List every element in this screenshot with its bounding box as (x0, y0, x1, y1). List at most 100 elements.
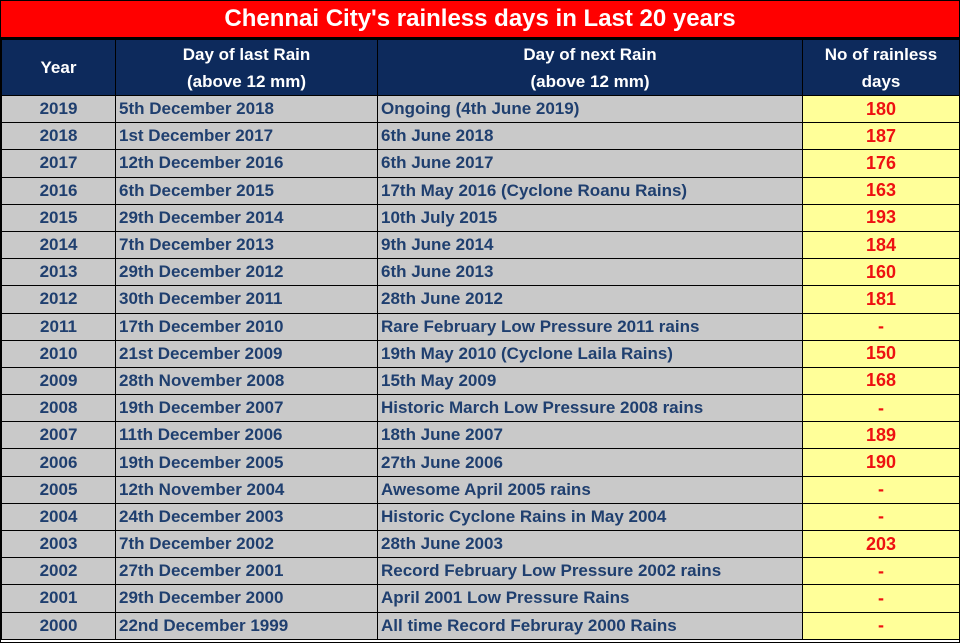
table-row: 2002 27th December 2001 Record February Lo… (1, 557, 960, 586)
header-rainless-days: No of rainless days (802, 39, 960, 96)
cell-rainless-days: 193 (802, 203, 960, 232)
cell-rainless-days: - (802, 611, 960, 640)
cell-rainless-days: - (802, 502, 960, 532)
cell-rainless-days: 181 (802, 285, 960, 314)
table-row: 2008 19th December 2007 Historic March Low… (1, 394, 960, 423)
table-body: 2019 5th December 2018 Ongoing (4th June 2… (1, 94, 960, 640)
table-row: 2013 29th December 2012 6th June 2013 160 (1, 258, 960, 287)
cell-year: 2016 (1, 176, 116, 205)
cell-next-rain: 10th July 2015 (377, 203, 803, 232)
cell-rainless-days: 168 (802, 366, 960, 396)
cell-rainless-days: - (802, 475, 960, 504)
header-next-rain: Day of next Rain (above 12 mm) (377, 39, 803, 96)
cell-year: 2009 (1, 366, 116, 396)
cell-next-rain: 17th May 2016 (Cyclone Roanu Rains) (377, 176, 803, 205)
cell-next-rain: Record February Low Pressure 2002 rains (377, 557, 803, 586)
header-year: Year (1, 39, 116, 96)
cell-rainless-days: 184 (802, 230, 960, 260)
table-row: 2007 11th December 2006 18th June 2007 189 (1, 421, 960, 450)
cell-last-rain: 7th December 2013 (115, 230, 378, 260)
sheet-title: Chennai City's rainless days in Last 20 … (1, 1, 959, 39)
cell-rainless-days: 190 (802, 448, 960, 477)
cell-last-rain: 29th December 2000 (115, 584, 378, 613)
cell-last-rain: 12th November 2004 (115, 475, 378, 504)
cell-last-rain: 19th December 2005 (115, 448, 378, 477)
cell-year: 2004 (1, 502, 116, 532)
cell-year: 2003 (1, 529, 116, 559)
cell-next-rain: 19th May 2010 (Cyclone Laila Rains) (377, 339, 803, 368)
cell-rainless-days: 176 (802, 149, 960, 178)
cell-next-rain: Historic March Low Pressure 2008 rains (377, 394, 803, 423)
cell-rainless-days: 203 (802, 529, 960, 559)
cell-last-rain: 7th December 2002 (115, 529, 378, 559)
cell-rainless-days: - (802, 394, 960, 423)
header-row: Year Day of last Rain (above 12 mm) Day … (1, 39, 960, 96)
cell-next-rain: Historic Cyclone Rains in May 2004 (377, 502, 803, 532)
cell-year: 2013 (1, 258, 116, 287)
cell-last-rain: 17th December 2010 (115, 312, 378, 341)
cell-year: 2014 (1, 230, 116, 260)
cell-next-rain: 18th June 2007 (377, 421, 803, 450)
cell-last-rain: 28th November 2008 (115, 366, 378, 396)
cell-rainless-days: - (802, 557, 960, 586)
cell-year: 2019 (1, 94, 116, 124)
header-next-rain-line2: (above 12 mm) (530, 71, 650, 91)
cell-last-rain: 5th December 2018 (115, 94, 378, 124)
cell-rainless-days: - (802, 312, 960, 341)
table-row: 2001 29th December 2000 April 2001 Low Pre… (1, 584, 960, 613)
cell-rainless-days: 187 (802, 122, 960, 151)
cell-last-rain: 24th December 2003 (115, 502, 378, 532)
cell-last-rain: 22nd December 1999 (115, 611, 378, 640)
cell-last-rain: 19th December 2007 (115, 394, 378, 423)
cell-next-rain: 6th June 2018 (377, 122, 803, 151)
cell-last-rain: 1st December 2017 (115, 122, 378, 151)
table-row: 2016 6th December 2015 17th May 2016 (Cycl… (1, 176, 960, 205)
header-last-rain-line1: Day of last Rain (182, 44, 311, 64)
cell-next-rain: 15th May 2009 (377, 366, 803, 396)
table-row: 2004 24th December 2003 Historic Cyclone R… (1, 502, 960, 532)
table-row: 2017 12th December 2016 6th June 2017 176 (1, 149, 960, 178)
cell-year: 2001 (1, 584, 116, 613)
cell-next-rain: Ongoing (4th June 2019) (377, 94, 803, 124)
table-row: 2000 22nd December 1999 All time Record Fe… (1, 611, 960, 640)
cell-last-rain: 6th December 2015 (115, 176, 378, 205)
header-next-rain-line1: Day of next Rain (523, 44, 657, 64)
header-rainless-days-line1: No of rainless (824, 44, 938, 64)
cell-year: 2018 (1, 122, 116, 151)
header-last-rain: Day of last Rain (above 12 mm) (115, 39, 378, 96)
table-row: 2010 21st December 2009 19th May 2010 (Cyc… (1, 339, 960, 368)
cell-rainless-days: 163 (802, 176, 960, 205)
cell-year: 2006 (1, 448, 116, 477)
cell-last-rain: 30th December 2011 (115, 285, 378, 314)
cell-next-rain: April 2001 Low Pressure Rains (377, 584, 803, 613)
table-row: 2011 17th December 2010 Rare February Low … (1, 312, 960, 341)
cell-last-rain: 21st December 2009 (115, 339, 378, 368)
cell-last-rain: 27th December 2001 (115, 557, 378, 586)
cell-last-rain: 11th December 2006 (115, 421, 378, 450)
cell-next-rain: 28th June 2012 (377, 285, 803, 314)
table-row: 2006 19th December 2005 27th June 2006 190 (1, 448, 960, 477)
cell-year: 2007 (1, 421, 116, 450)
header-rainless-days-line2: days (861, 71, 901, 91)
cell-next-rain: 28th June 2003 (377, 529, 803, 559)
table-row: 2005 12th November 2004 Awesome April 2005… (1, 475, 960, 504)
cell-next-rain: 9th June 2014 (377, 230, 803, 260)
table-row: 2019 5th December 2018 Ongoing (4th June 2… (1, 94, 960, 124)
table-row: 2015 29th December 2014 10th July 2015 193 (1, 203, 960, 232)
cell-year: 2015 (1, 203, 116, 232)
table-row: 2012 30th December 2011 28th June 2012 181 (1, 285, 960, 314)
table-row: 2018 1st December 2017 6th June 2018 187 (1, 122, 960, 151)
cell-last-rain: 29th December 2012 (115, 258, 378, 287)
cell-next-rain: Rare February Low Pressure 2011 rains (377, 312, 803, 341)
cell-year: 2008 (1, 394, 116, 423)
rainless-days-table: Year Day of last Rain (above 12 mm) Day … (1, 39, 960, 640)
cell-last-rain: 29th December 2014 (115, 203, 378, 232)
cell-year: 2002 (1, 557, 116, 586)
header-year-label: Year (40, 58, 77, 77)
cell-year: 2017 (1, 149, 116, 178)
table-header: Year Day of last Rain (above 12 mm) Day … (1, 39, 960, 96)
table-row: 2009 28th November 2008 15th May 2009 168 (1, 366, 960, 396)
cell-next-rain: All time Record Februray 2000 Rains (377, 611, 803, 640)
cell-rainless-days: 160 (802, 258, 960, 287)
